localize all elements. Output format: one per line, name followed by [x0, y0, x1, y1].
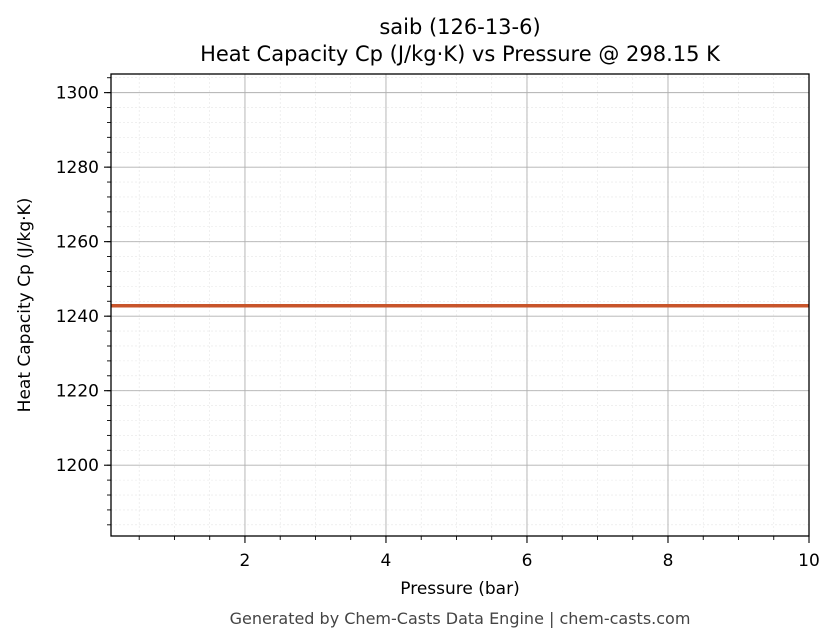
- x-axis-ticks: 2 4 6 8 10: [138, 536, 820, 571]
- y-tick-label: 1260: [56, 233, 99, 253]
- y-axis-ticks: 1200 1220 1240 1260 1280 1300: [56, 77, 111, 526]
- x-tick-label: 6: [522, 551, 533, 571]
- y-tick-label: 1300: [56, 84, 99, 104]
- footer-credit: Generated by Chem-Casts Data Engine | ch…: [230, 609, 691, 628]
- y-tick-label: 1280: [56, 158, 99, 178]
- chart-title-line2: Heat Capacity Cp (J/kg·K) vs Pressure @ …: [200, 42, 721, 66]
- y-tick-label: 1240: [56, 307, 99, 327]
- y-tick-label: 1220: [56, 382, 99, 402]
- plot-area-frame: [110, 73, 810, 537]
- chart-title-line1: saib (126-13-6): [379, 15, 540, 39]
- x-tick-label: 8: [663, 551, 674, 571]
- y-axis-label: Heat Capacity Cp (J/kg·K): [15, 198, 35, 413]
- x-tick-label: 4: [381, 551, 392, 571]
- x-axis-label: Pressure (bar): [400, 579, 519, 599]
- x-tick-label: 10: [798, 551, 820, 571]
- x-tick-label: 2: [240, 551, 251, 571]
- y-tick-label: 1200: [56, 456, 99, 476]
